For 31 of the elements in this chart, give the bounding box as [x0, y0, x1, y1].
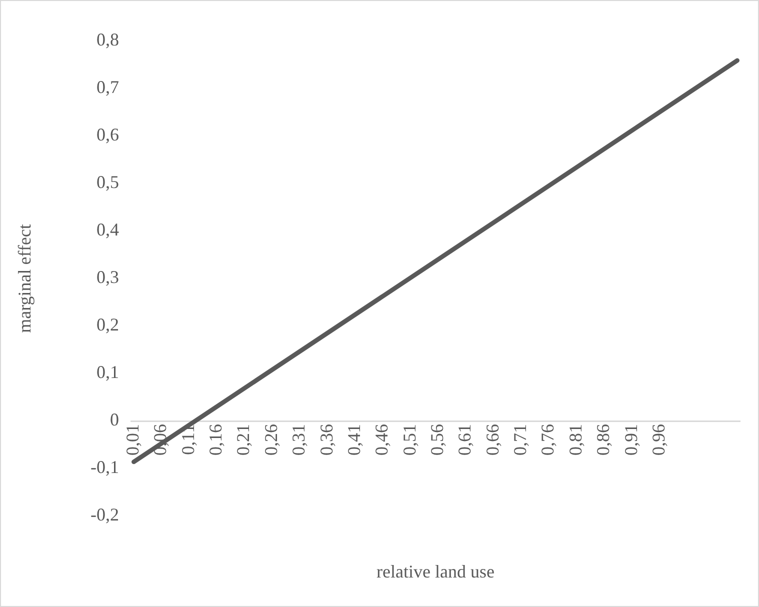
- y-tick-label: 0,8: [96, 30, 119, 50]
- x-tick-label: 0,21: [233, 424, 254, 456]
- y-tick-label: 0,4: [96, 220, 119, 240]
- x-tick-label: 0,31: [288, 424, 309, 456]
- x-tick-label: 0,46: [372, 424, 392, 456]
- x-tick-label: 0,66: [482, 424, 502, 456]
- y-tick-label: 0,6: [96, 124, 119, 145]
- x-tick-label: 0,81: [565, 424, 586, 456]
- x-tick-label: 0,91: [620, 424, 641, 456]
- y-axis-title: marginal effect: [14, 224, 35, 333]
- y-tick-label: 0,5: [96, 172, 119, 192]
- y-tick-label: 0,1: [96, 362, 119, 382]
- y-tick-label: 0,3: [96, 267, 119, 288]
- y-tick-label: 0,2: [96, 314, 119, 335]
- x-tick-label: 0,41: [344, 424, 364, 456]
- x-tick-label: 0,96: [648, 424, 668, 456]
- x-axis-title: relative land use: [376, 562, 494, 582]
- x-tick-label: 0,71: [510, 424, 530, 456]
- y-tick-label: 0,7: [96, 77, 119, 98]
- y-tick-label: 0: [110, 410, 119, 430]
- x-tick-label: 0,26: [260, 424, 281, 456]
- x-tick-label: 0,56: [427, 424, 448, 456]
- x-tick-label: 0,76: [538, 424, 558, 456]
- y-tick-label: -0,2: [90, 504, 119, 525]
- x-tick-label: 0,86: [593, 424, 614, 456]
- x-tick-label: 0,36: [316, 424, 336, 456]
- x-tick-label: 0,01: [122, 424, 143, 456]
- y-tick-label: -0,1: [90, 457, 119, 478]
- x-tick-label: 0,16: [206, 424, 226, 456]
- x-tick-label: 0,51: [399, 424, 420, 456]
- x-tick-label: 0,61: [454, 424, 475, 456]
